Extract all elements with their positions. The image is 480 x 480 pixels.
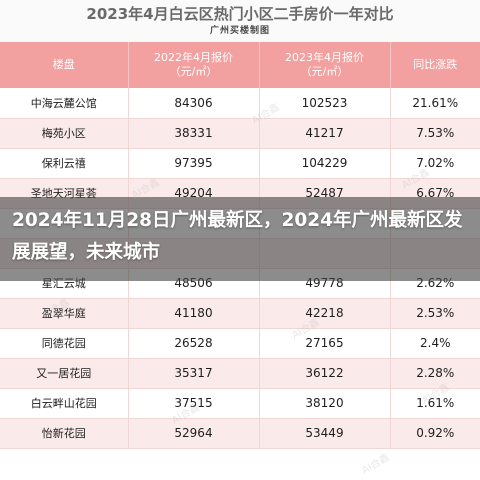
change-cell: 7.53% (390, 118, 480, 149)
price-2023-cell: 36122 (259, 358, 391, 389)
change-cell: 0.92% (390, 418, 480, 449)
column-header-price-2022: 2022年4月报价 （元/㎡） (128, 42, 260, 88)
table-row: 怡新花园 52964 53449 0.92% (0, 418, 480, 449)
column-header-text: 2022年4月报价 （元/㎡） (154, 51, 233, 78)
column-header-text: 2023年4月报价 （元/㎡） (285, 51, 364, 78)
price-2022-cell: 37515 (128, 388, 260, 419)
change-cell: 2.28% (390, 358, 480, 389)
column-header-price-2023: 2023年4月报价 （元/㎡） (259, 42, 391, 88)
table-row: 梅苑小区 38331 41217 7.53% (0, 118, 480, 149)
change-cell: 7.02% (390, 148, 480, 179)
change-cell: 2.4% (390, 328, 480, 359)
estate-name-cell: 又一居花园 (0, 358, 129, 389)
estate-name-cell: 同德花园 (0, 328, 129, 359)
table-source: 广州买楼制图 (209, 26, 270, 36)
estate-name-cell: 盈翠华庭 (0, 298, 129, 329)
watermark-text: AI合鑫 (360, 452, 392, 477)
price-2022-cell: 26528 (128, 328, 260, 359)
estate-name-cell: 保利云禧 (0, 148, 129, 179)
table-row: 白云畔山花园 37515 38120 1.61% (0, 388, 480, 419)
price-2022-cell: 52964 (128, 418, 260, 449)
article-title[interactable]: 2024年11月28日广州最新区，2024年广州最新区发展展望，未来城市 (12, 210, 463, 263)
price-2023-cell: 104229 (259, 148, 391, 179)
change-cell: 21.61% (390, 88, 480, 119)
price-2023-cell: 42218 (259, 298, 391, 329)
price-2022-cell: 35317 (128, 358, 260, 389)
column-header-estate: 楼盘 (0, 42, 129, 88)
table-row: 同德花园 26528 27165 2.4% (0, 328, 480, 359)
table-row: 盈翠华庭 41180 42218 2.53% (0, 298, 480, 329)
estate-name-cell: 白云畔山花园 (0, 388, 129, 419)
table-title: 2023年4月白云区热门小区二手房价一年对比 (86, 5, 394, 23)
price-2023-cell: 27165 (259, 328, 391, 359)
estate-name-cell: 怡新花园 (0, 418, 129, 449)
price-2023-cell: 102523 (259, 88, 391, 119)
change-cell: 1.61% (390, 388, 480, 419)
table-header-row: 楼盘 2022年4月报价 （元/㎡） 2023年4月报价 （元/㎡） 同比涨跌 (0, 42, 480, 88)
column-header-change: 同比涨跌 (413, 58, 458, 71)
change-cell: 2.53% (390, 298, 480, 329)
price-2023-cell: 38120 (259, 388, 391, 419)
price-2023-cell: 41217 (259, 118, 391, 149)
article-title-overlay[interactable]: 2024年11月28日广州最新区，2024年广州最新区发展展望，未来城市 (0, 197, 480, 281)
estate-name-cell: 梅苑小区 (0, 118, 129, 149)
estate-name-cell: 中海云麓公馆 (0, 88, 129, 119)
table-header-block: 2023年4月白云区热门小区二手房价一年对比 广州买楼制图 (0, 0, 480, 42)
price-2022-cell: 38331 (128, 118, 260, 149)
price-2023-cell: 53449 (259, 418, 391, 449)
price-2022-cell: 84306 (128, 88, 260, 119)
price-2022-cell: 97395 (128, 148, 260, 179)
price-2022-cell: 41180 (128, 298, 260, 329)
table-row: 中海云麓公馆 84306 102523 21.61% (0, 88, 480, 119)
table-row: 保利云禧 97395 104229 7.02% (0, 148, 480, 179)
table-row: 又一居花园 35317 36122 2.28% (0, 358, 480, 389)
